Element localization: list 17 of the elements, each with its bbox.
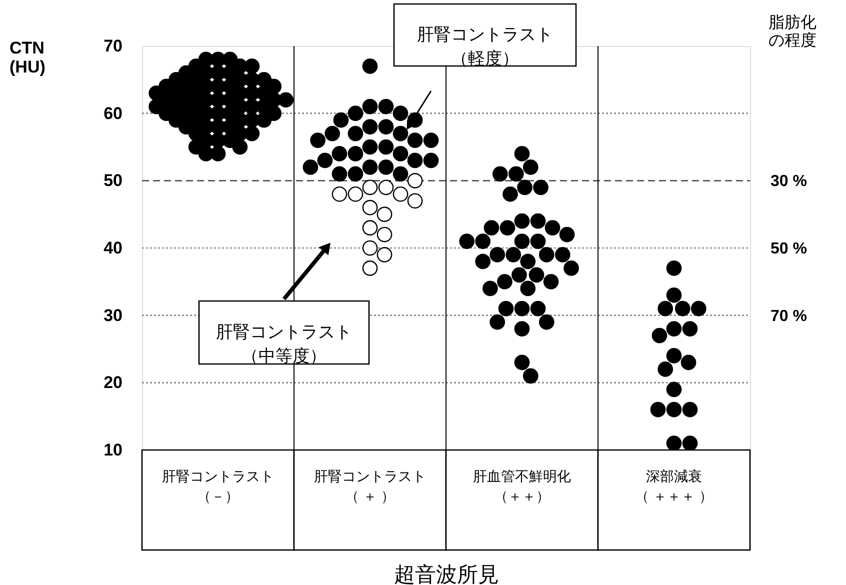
y2-tick-label: 30 % [770, 173, 807, 190]
y-tick-label: 30 [104, 306, 122, 325]
y-axis-title: CTN (HU) [10, 38, 46, 76]
x-tick-label: 肝血管不鮮明化（＋＋） [473, 468, 571, 504]
y-tick-label: 10 [104, 440, 122, 460]
y-tick-label: 70 [104, 36, 122, 56]
x-tick-label: 肝腎コントラスト（ ＋ ） [314, 468, 426, 504]
y-tick-label: 20 [104, 373, 122, 392]
x-tick-label: 肝腎コントラスト（－） [162, 468, 274, 504]
y-tick-label: 50 [104, 171, 122, 190]
x-tick-label: 深部減衰（ ＋＋＋ ） [635, 468, 713, 504]
x-axis-title: 超音波所見 [394, 564, 499, 585]
y-tick-label: 40 [104, 238, 122, 258]
y2-axis-title: 脂肪化の程度 [768, 14, 816, 50]
y2-tick-label: 50 % [770, 240, 807, 258]
y2-tick-label: 70 % [770, 308, 807, 325]
y-tick-label: 60 [104, 104, 122, 123]
